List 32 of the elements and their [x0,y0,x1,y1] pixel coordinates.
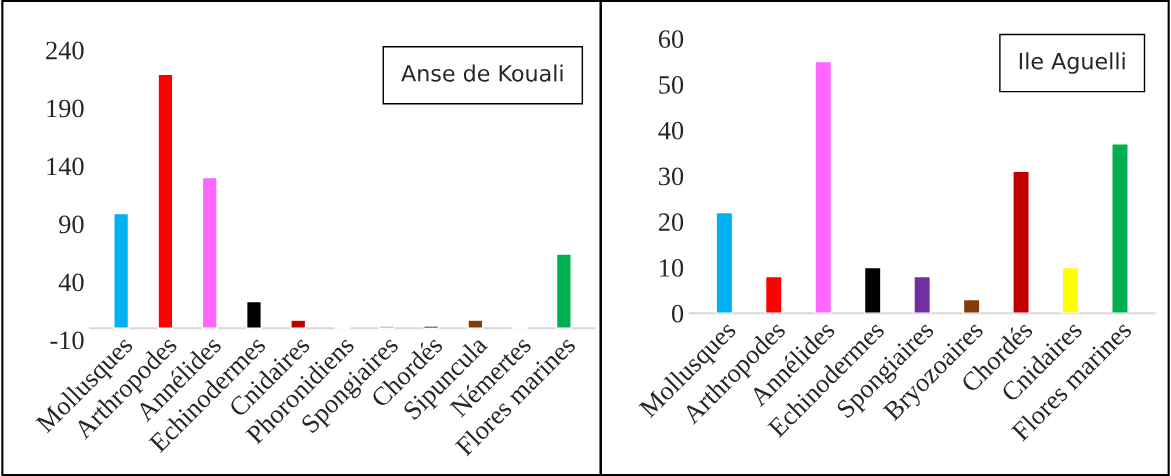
bar [423,325,440,329]
bar [764,275,783,314]
bar [378,325,395,329]
y-tick-label: 30 [659,167,684,186]
y-tick-label: 140 [47,157,84,176]
bar [245,300,262,329]
text: Ile Aguelli [1019,52,1125,74]
bar [113,212,130,329]
y-tick-label: 50 [659,75,684,94]
y-tick-label: 60 [658,30,684,48]
bar [1012,170,1030,314]
bar [555,253,572,329]
text: Anse de Kouali [401,64,563,82]
bar [814,60,833,314]
bar [201,176,218,329]
y-tick-label: 40 [58,273,84,292]
bar [1111,143,1129,314]
bar [715,211,734,314]
y-tick-label: 10 [660,259,684,277]
bar [863,266,882,314]
y-tick-label: 240 [46,41,84,60]
y-tick-label: 20 [658,213,684,232]
y-tick-label: 40 [658,121,684,140]
y-tick-label: 90 [59,215,84,234]
bar [467,319,484,329]
y-tick-label: 0 [671,304,684,323]
bar [1061,266,1080,314]
bar [157,73,174,329]
bar [913,275,932,314]
bar [962,298,981,314]
bar [290,319,307,329]
y-tick-label: 190 [47,99,84,118]
